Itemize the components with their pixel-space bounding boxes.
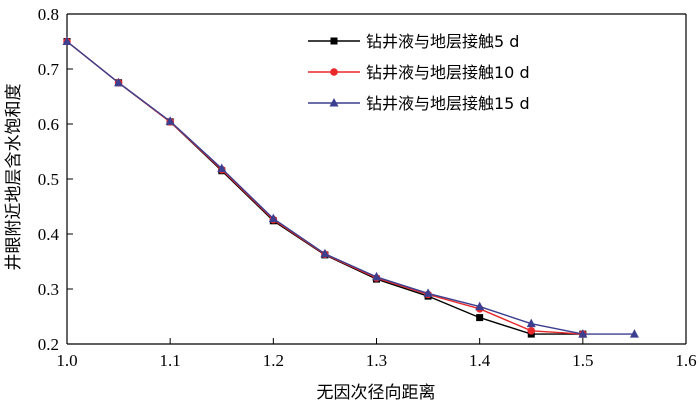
- series-3-point-7: [423, 288, 433, 297]
- series-1: [63, 38, 587, 338]
- series-3-point-0: [62, 36, 72, 45]
- legend-item-3: 钻井液与地层接触15 d: [308, 94, 530, 113]
- x-tick-label-5: 1.5: [572, 351, 593, 370]
- series-3-point-10: [578, 329, 588, 338]
- y-tick-label-2: 0.4: [38, 225, 60, 244]
- x-tick-label-6: 1.6: [675, 351, 696, 370]
- y-tick-label-6: 0.8: [38, 5, 59, 24]
- legend-label-1: 钻井液与地层接触5 d: [366, 32, 519, 51]
- x-tick-label-1: 1.1: [160, 351, 181, 370]
- legend-marker-2: [330, 68, 338, 76]
- series-3-point-6: [372, 271, 381, 281]
- legend-marker-3: [329, 98, 339, 107]
- series-2-line: [66, 40, 583, 335]
- series-3-point-8: [475, 301, 485, 311]
- series-3-point-11: [629, 329, 639, 338]
- x-axis-title: 无因次径向距离: [317, 383, 436, 403]
- axes: 1.0 1.1 1.2 1.3 1.4 1.5 1.6 0.2 0.3 0.4 0.5 0.6 0.7 0…: [38, 5, 697, 370]
- legend-label-3: 钻井液与地层接触15 d: [366, 94, 530, 113]
- y-axis-title: 井眼附近地层含水饱和度: [4, 84, 24, 271]
- x-tick-label-4: 1.4: [469, 351, 491, 370]
- y-tick-label-4: 0.6: [38, 115, 59, 134]
- x-tick-label-0: 1.0: [56, 351, 77, 370]
- x-tick-label-3: 1.3: [366, 351, 387, 370]
- series-3-line: [66, 40, 635, 335]
- series-2: [63, 37, 587, 338]
- series-3: [62, 36, 639, 338]
- series-3-point-9: [526, 318, 536, 328]
- series-1-point-8: [476, 314, 484, 322]
- legend-item-1: 钻井液与地层接触5 d: [308, 32, 519, 51]
- y-tick-label-1: 0.3: [38, 280, 59, 299]
- series-1-line: [66, 40, 583, 335]
- series-3-point-4: [268, 213, 278, 223]
- legend-marker-1: [330, 37, 338, 45]
- series-3-point-1: [114, 77, 124, 87]
- legend-item-2: 钻井液与地层接触10 d: [308, 63, 530, 82]
- legend: 钻井液与地层接触5 d 钻井液与地层接触10 d 钻井液与地层接触15 d: [308, 32, 530, 113]
- series-3-point-3: [217, 163, 227, 173]
- x-tick-label-2: 1.2: [263, 351, 284, 370]
- y-tick-label-3: 0.5: [38, 170, 59, 189]
- y-tick-label-0: 0.2: [38, 335, 59, 354]
- series-layer: [62, 36, 639, 338]
- series-3-point-5: [320, 248, 330, 258]
- y-tick-label-5: 0.7: [38, 60, 60, 79]
- series-2-point-9: [527, 327, 536, 335]
- series-3-point-2: [165, 116, 175, 125]
- legend-label-2: 钻井液与地层接触10 d: [366, 63, 530, 82]
